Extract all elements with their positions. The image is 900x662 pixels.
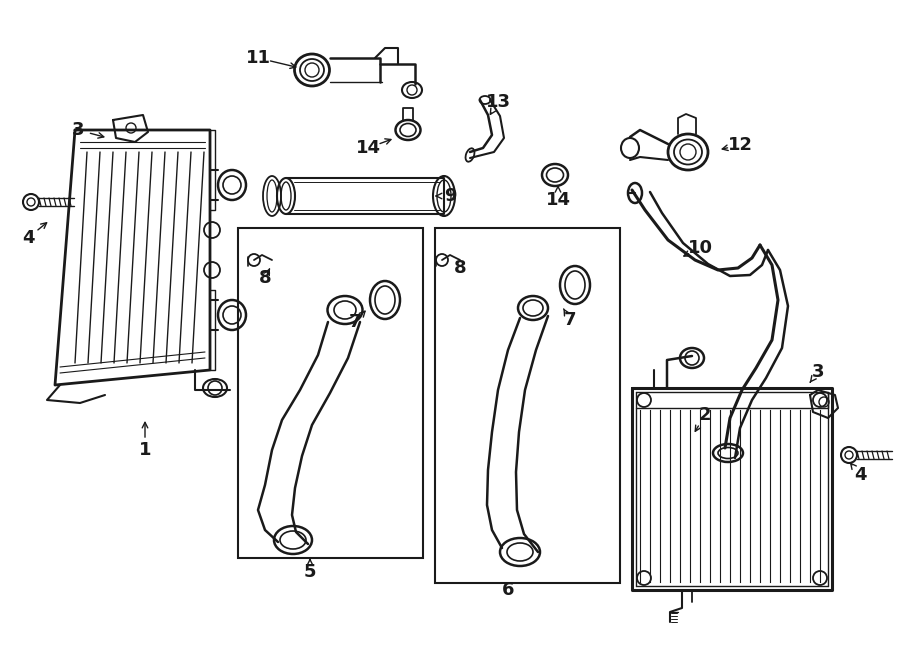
Text: 4: 4 bbox=[854, 466, 866, 484]
Text: 5: 5 bbox=[304, 563, 316, 581]
Bar bbox=[238, 228, 423, 558]
Text: 11: 11 bbox=[246, 49, 271, 67]
Text: 1: 1 bbox=[139, 441, 151, 459]
Text: 8: 8 bbox=[454, 259, 466, 277]
Bar bbox=[435, 228, 620, 583]
Text: 3: 3 bbox=[812, 363, 824, 381]
Text: 4: 4 bbox=[22, 229, 34, 247]
Text: 7: 7 bbox=[349, 313, 361, 331]
Text: 13: 13 bbox=[485, 93, 510, 111]
Text: 12: 12 bbox=[727, 136, 752, 154]
Text: 14: 14 bbox=[356, 139, 381, 157]
Text: 7: 7 bbox=[563, 311, 576, 329]
Text: 8: 8 bbox=[258, 269, 271, 287]
Text: 3: 3 bbox=[72, 121, 85, 139]
Text: 9: 9 bbox=[444, 187, 456, 205]
Text: 14: 14 bbox=[545, 191, 571, 209]
Text: 2: 2 bbox=[698, 406, 711, 424]
Text: 6: 6 bbox=[502, 581, 514, 599]
Text: 10: 10 bbox=[688, 239, 713, 257]
